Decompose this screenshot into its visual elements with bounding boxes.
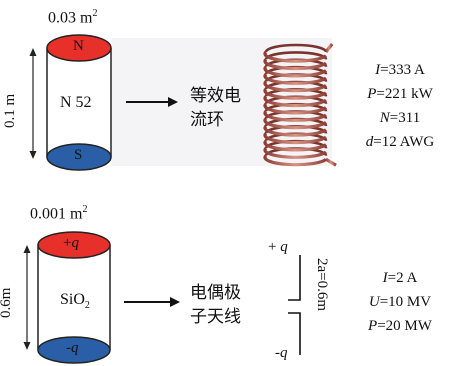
dielectric-area-label: 0.001 m2	[30, 204, 88, 223]
dielectric-height-label: 0.6m	[0, 287, 14, 318]
coil-turn-front	[263, 147, 328, 159]
dipole-positive-label: + q	[268, 239, 288, 255]
magnet-material-label: N 52	[60, 94, 92, 111]
dipole-antenna	[288, 255, 301, 355]
coil-lead-bottom	[325, 157, 337, 167]
dielectric-cylinder	[37, 231, 111, 364]
magnet-north-label: N	[73, 38, 84, 54]
dielectric-parameters: I=2 A U=10 MV P=20 MW	[352, 266, 448, 338]
dielectric-material-label: SiO2	[60, 291, 90, 312]
dielectric-negative-label: -q	[66, 340, 79, 356]
coil-turn-front	[263, 154, 328, 167]
magnet-north-pole	[46, 34, 112, 62]
coil-turn-front	[263, 73, 328, 85]
dielectric-positive-label: +q	[63, 235, 79, 251]
magnet-cylinder	[46, 34, 112, 171]
magnet-south-pole	[46, 143, 112, 171]
magnet-south-label: S	[74, 147, 83, 163]
dielectric-height-dimension	[23, 245, 31, 350]
coil-turn-front	[263, 124, 328, 137]
coil-turn-front	[263, 117, 328, 130]
coil-turn-back	[264, 43, 328, 53]
magnet-arrow-label: 等效电 流环	[190, 86, 241, 130]
coil-turn-front	[263, 65, 328, 78]
param-current: I=2 A	[382, 270, 418, 286]
coil-turn-front	[263, 50, 328, 63]
magnet-parameters: I=333 A P=221 kW N=311 d=12 AWG	[352, 58, 448, 154]
coil-turn-front	[263, 102, 328, 115]
param-wire-gauge: d=12 AWG	[365, 134, 435, 150]
dielectric-negative-cap	[37, 336, 111, 364]
param-power: P=20 MW	[368, 318, 432, 334]
magnet-height-dimension	[29, 48, 37, 159]
coil-turn-front	[263, 110, 328, 122]
magnet-area-label: 0.03 m2	[48, 8, 98, 27]
param-voltage: U=10 MV	[368, 294, 432, 310]
coil-turn-front	[263, 80, 328, 93]
dipole-negative-label: -q	[275, 345, 288, 361]
coil-turn-front	[263, 87, 328, 100]
param-turns: N=311	[379, 110, 421, 126]
coil-icon	[263, 43, 337, 167]
magnet-height-label: 0.1 m	[2, 93, 18, 128]
coil-lead-top	[324, 43, 334, 53]
param-current: I=333 A	[375, 62, 425, 78]
dielectric-positive-cap	[37, 231, 111, 259]
dipole-gap-label: 2a=0.6m	[314, 258, 330, 312]
dielectric-arrow-label: 电偶极 子天线	[190, 283, 241, 327]
coil-turn-front	[263, 58, 328, 71]
coil-turn-front	[263, 95, 328, 108]
coil-turn-front	[263, 132, 328, 145]
coil-turn-front	[263, 139, 328, 152]
param-power: P=221 kW	[367, 86, 433, 102]
